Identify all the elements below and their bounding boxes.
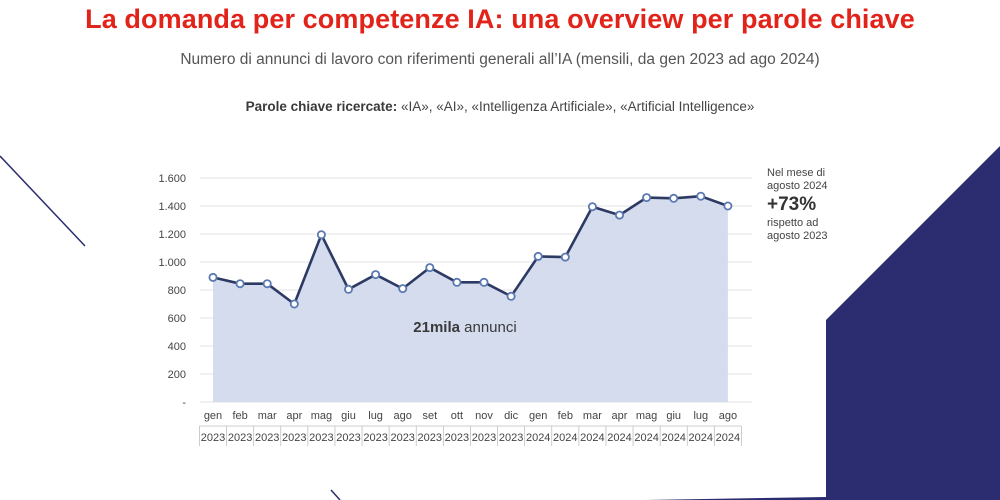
x-tick-label-year: 2024: [661, 432, 685, 444]
area-fill: [213, 196, 728, 402]
x-tick-label-month: nov: [475, 410, 493, 422]
y-tick-label: 1.200: [158, 229, 186, 241]
x-tick-label-year: 2023: [228, 432, 252, 444]
annotation-line-1: Nel mese di: [767, 167, 826, 179]
keywords-line: Parole chiave ricercate: «IA», «AI», «In…: [0, 99, 1000, 114]
x-tick-label-month: apr: [612, 410, 628, 422]
x-tick-label-year: 2023: [418, 432, 442, 444]
x-tick-label-month: mar: [258, 410, 277, 422]
x-tick-label-month: ago: [394, 410, 412, 422]
y-tick-label: 200: [168, 369, 186, 381]
y-tick-label: 1.600: [158, 173, 186, 185]
x-tick-label-year: 2023: [282, 432, 306, 444]
y-tick-label: 400: [168, 341, 186, 353]
y-tick-label: -: [182, 397, 186, 409]
total-ads-unit: annunci: [459, 319, 517, 336]
x-tick-label-month: apr: [286, 410, 302, 422]
data-point: [642, 193, 652, 203]
total-ads-value: 21mila: [413, 319, 460, 336]
x-tick-label-month: dic: [504, 410, 519, 422]
total-ads-label: 21mila annunci: [300, 319, 630, 336]
x-tick-label-month: gen: [204, 410, 222, 422]
decorative-chevron: [330, 489, 341, 500]
annotation-line-2: agosto 2024: [767, 180, 828, 192]
x-tick-label-month: giu: [341, 410, 356, 422]
data-point: [452, 277, 462, 287]
annotation-line-3: rispetto ad: [767, 217, 819, 229]
x-tick-label-month: lug: [368, 410, 383, 422]
x-tick-label-month: feb: [232, 410, 247, 422]
data-point: [289, 299, 299, 309]
x-tick-label-month: feb: [558, 410, 573, 422]
y-tick-label: 600: [168, 313, 186, 325]
x-tick-label-year: 2024: [716, 432, 740, 444]
x-tick-label-year: 2023: [390, 432, 414, 444]
x-tick-label-month: mag: [311, 410, 332, 422]
keywords-label: Parole chiave ricercate:: [245, 99, 398, 114]
keywords-list: «IA», «AI», «Intelligenza Artificiale», …: [400, 99, 755, 114]
x-tick-label-month: lug: [693, 410, 708, 422]
data-point: [343, 284, 353, 294]
x-tick-label-year: 2024: [634, 432, 658, 444]
data-point: [615, 210, 625, 220]
data-point: [669, 193, 679, 203]
x-tick-label-year: 2024: [607, 432, 631, 444]
x-tick-label-year: 2023: [363, 432, 387, 444]
data-point: [533, 251, 543, 261]
data-point: [316, 230, 326, 240]
series-line: [212, 194, 729, 306]
x-tick-label-year: 2023: [336, 432, 360, 444]
data-point: [723, 201, 733, 211]
data-point: [371, 270, 381, 280]
x-tick-label-month: ott: [451, 410, 463, 422]
x-tick-label-year: 2024: [526, 432, 550, 444]
annotation-value: +73%: [767, 194, 817, 215]
y-tick-label: 800: [168, 285, 186, 297]
x-tick-label-month: set: [422, 410, 437, 422]
data-point: [262, 279, 272, 289]
decorative-navy-shape: [645, 146, 1000, 500]
data-point: [398, 284, 408, 294]
y-tick-label: 1.000: [158, 257, 186, 269]
x-tick-label-year: 2024: [689, 432, 713, 444]
x-tick-label-year: 2023: [472, 432, 496, 444]
x-tick-label-month: mar: [583, 410, 602, 422]
x-tick-label-month: ago: [719, 410, 737, 422]
x-tick-label-year: 2024: [553, 432, 577, 444]
data-point: [696, 191, 706, 201]
x-tick-label-year: 2023: [201, 432, 225, 444]
data-point: [479, 277, 489, 287]
data-point: [587, 202, 597, 212]
x-tick-label-year: 2024: [580, 432, 604, 444]
x-tick-label-month: giu: [666, 410, 681, 422]
x-tick-label-year: 2023: [499, 432, 523, 444]
decorative-diagonal-line: [0, 155, 86, 247]
growth-annotation: Nel mese di agosto 2024 +73% rispetto ad…: [767, 167, 857, 243]
x-tick-label-month: gen: [529, 410, 547, 422]
chart-subtitle: Numero di annunci di lavoro con riferime…: [180, 51, 820, 68]
x-tick-label-year: 2023: [445, 432, 469, 444]
data-point: [560, 252, 570, 262]
annotation-line-4: agosto 2023: [767, 230, 828, 242]
x-tick-label-month: mag: [636, 410, 657, 422]
y-tick-label: 1.400: [158, 201, 186, 213]
x-tick-label-year: 2023: [309, 432, 333, 444]
data-point: [208, 272, 218, 282]
data-point: [506, 291, 516, 301]
page-title: La domanda per competenze IA: una overvi…: [85, 4, 915, 34]
data-point: [235, 279, 245, 289]
x-tick-label-year: 2023: [255, 432, 279, 444]
data-point: [425, 263, 435, 273]
